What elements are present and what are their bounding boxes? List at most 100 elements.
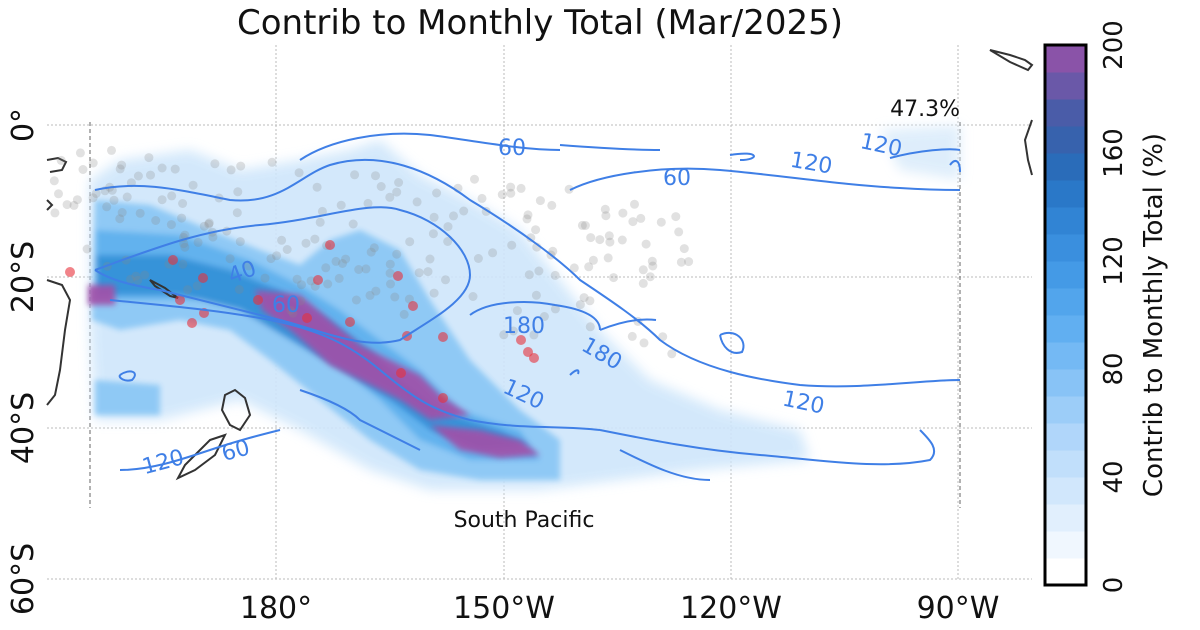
storm-point xyxy=(628,217,638,227)
storm-point xyxy=(369,243,379,253)
storm-point xyxy=(157,163,167,173)
colorbar-cell xyxy=(1045,558,1086,586)
storm-point xyxy=(595,235,605,245)
storm-point xyxy=(122,192,132,202)
storm-point xyxy=(579,293,589,303)
y-axis-ticks: 0° 20°S 40°S 60°S xyxy=(6,108,41,615)
storm-point xyxy=(177,213,187,223)
storm-point xyxy=(321,263,331,273)
storm-point xyxy=(499,330,509,340)
storm-point xyxy=(506,188,516,198)
storm-point xyxy=(390,292,400,302)
colorbar-cell xyxy=(1045,261,1086,289)
storm-point xyxy=(78,165,88,174)
storm-point xyxy=(210,159,220,169)
storm-point xyxy=(575,300,585,310)
contour-label: 180 xyxy=(503,314,545,339)
storm-point xyxy=(428,229,438,239)
colorbar-tick-label: 80 xyxy=(1099,352,1129,385)
storm-point xyxy=(366,247,376,257)
storm-point xyxy=(443,237,453,246)
storm-point xyxy=(638,278,648,288)
storm-point xyxy=(470,174,479,184)
contour-label: 60 xyxy=(498,136,526,161)
storm-point xyxy=(392,249,402,259)
storm-point xyxy=(385,192,395,202)
storm-point xyxy=(144,153,154,163)
storm-point xyxy=(385,259,395,269)
storm-point xyxy=(126,274,136,284)
storm-point xyxy=(639,338,649,348)
contour-label: 60 xyxy=(272,293,300,318)
storm-point xyxy=(414,268,424,278)
storm-point xyxy=(550,270,560,280)
storm-point xyxy=(656,217,666,227)
storm-point xyxy=(350,170,360,180)
storm-point xyxy=(336,200,346,210)
storm-point xyxy=(56,155,66,165)
storm-point xyxy=(75,148,85,158)
storm-point xyxy=(547,200,557,210)
y-tick-label: 40°S xyxy=(6,392,41,464)
storm-point xyxy=(115,164,125,174)
storm-point xyxy=(107,145,116,155)
storm-point xyxy=(684,257,694,267)
colorbar-cell xyxy=(1045,531,1086,559)
storm-point xyxy=(117,160,127,170)
storm-point xyxy=(178,199,188,208)
storm-point xyxy=(365,290,375,300)
storm-point xyxy=(676,257,686,267)
storm-point xyxy=(429,288,439,298)
storm-point xyxy=(522,214,532,224)
storm-point xyxy=(109,195,119,205)
storm-point xyxy=(529,330,539,340)
storm-point xyxy=(49,176,59,186)
storm-point xyxy=(412,197,422,207)
storm-point xyxy=(288,308,298,318)
storm-point xyxy=(282,245,292,254)
storm-point xyxy=(648,261,658,271)
storm-point xyxy=(166,220,176,230)
storm-point xyxy=(297,280,306,290)
colorbar-tick-label: 200 xyxy=(1099,20,1129,70)
storm-point xyxy=(535,196,545,206)
x-tick-label: 120°W xyxy=(680,591,782,626)
storm-point xyxy=(641,239,651,249)
storm-point xyxy=(334,273,344,283)
storm-point xyxy=(235,237,245,247)
storm-point xyxy=(69,200,79,210)
colorbar: 0 40 80 120 160 200 Contrib to Monthly Total … xyxy=(1043,20,1169,593)
storm-point xyxy=(193,237,203,247)
storm-point xyxy=(131,271,141,281)
storm-points-gray xyxy=(49,145,694,359)
storm-point xyxy=(667,349,677,359)
storm-point xyxy=(443,222,453,232)
storm-point xyxy=(140,270,150,280)
storm-point xyxy=(236,161,246,171)
storm-point xyxy=(674,227,684,237)
storm-point xyxy=(233,187,243,197)
storm-point xyxy=(423,267,433,277)
storm-point xyxy=(425,254,435,264)
storm-point xyxy=(647,256,657,266)
storm-point xyxy=(292,274,302,284)
storm-point xyxy=(354,265,364,274)
storm-point xyxy=(394,178,404,187)
y-tick-label: 20°S xyxy=(6,241,41,313)
map-title: Contrib to Monthly Total (Mar/2025) xyxy=(237,3,843,43)
coastlines xyxy=(46,49,1034,481)
colorbar-cell xyxy=(1045,369,1086,397)
colorbar-tick-label: 160 xyxy=(1099,128,1129,178)
storm-point xyxy=(497,190,507,200)
storm-point xyxy=(585,322,595,332)
storm-point xyxy=(534,266,544,276)
storm-point xyxy=(586,233,596,243)
storm-point xyxy=(507,240,517,250)
colorbar-cell xyxy=(1045,180,1086,208)
contour-label: 60 xyxy=(663,166,691,191)
storm-point xyxy=(376,182,386,191)
storm-point xyxy=(102,202,112,212)
storm-point xyxy=(351,295,361,305)
storm-point xyxy=(133,171,143,181)
colorbar-cell xyxy=(1045,396,1086,424)
